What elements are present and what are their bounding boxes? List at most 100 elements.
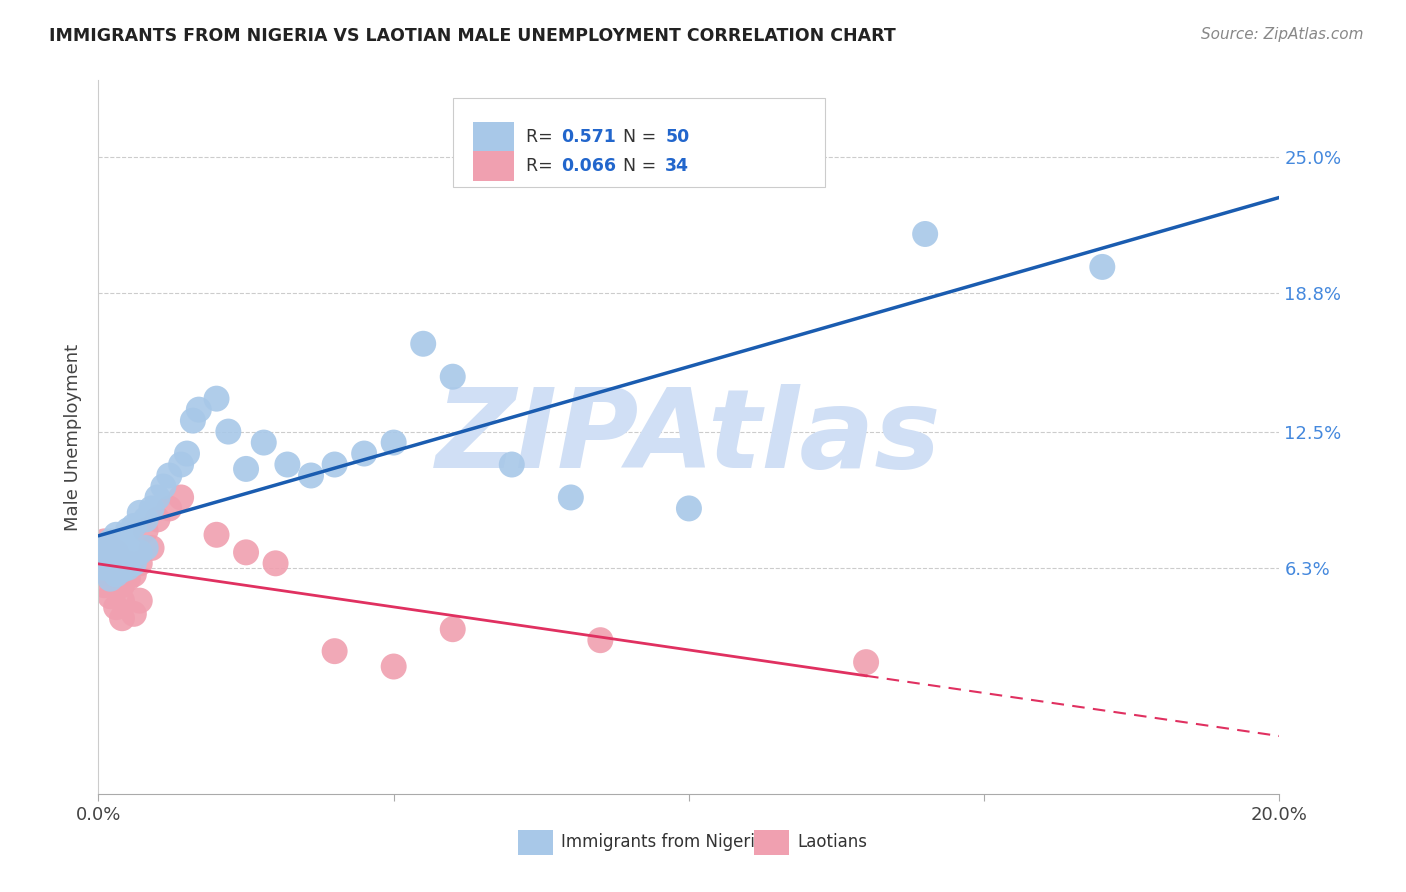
Text: 34: 34 (665, 157, 689, 175)
Point (105, 600, 128, 615)
Point (93, 549, 115, 564)
Point (382, 659, 405, 673)
Point (128, 593, 150, 607)
Point (117, 541, 139, 555)
FancyBboxPatch shape (453, 98, 825, 187)
Point (157, 468, 180, 483)
Point (217, 425, 239, 439)
Point (235, 462, 257, 476)
Point (146, 491, 169, 505)
Point (98, 557, 121, 571)
Point (157, 501, 180, 516)
Point (128, 506, 150, 520)
Point (187, 402, 209, 417)
Point (105, 541, 128, 555)
Point (93, 560, 115, 574)
FancyBboxPatch shape (472, 122, 515, 152)
Point (135, 524, 157, 538)
Point (93, 578, 115, 592)
Point (170, 491, 193, 505)
Point (560, 491, 582, 505)
Point (122, 557, 145, 571)
Point (98, 545, 121, 559)
Point (105, 528, 128, 542)
Point (205, 392, 228, 406)
Text: R=: R= (526, 157, 558, 175)
Point (855, 655, 877, 669)
Text: R=: R= (526, 128, 558, 146)
Point (111, 578, 134, 592)
Point (111, 545, 134, 559)
Point (111, 534, 134, 549)
Point (98, 541, 121, 555)
Point (122, 567, 145, 582)
Point (105, 549, 128, 564)
Point (181, 414, 204, 428)
Point (128, 545, 150, 559)
Point (253, 435, 276, 450)
Text: N =: N = (623, 128, 657, 146)
Text: ZIPAtlas: ZIPAtlas (436, 384, 942, 491)
Point (678, 501, 700, 516)
Point (141, 541, 163, 555)
Y-axis label: Male Unemployment: Male Unemployment (65, 343, 83, 531)
Point (141, 501, 163, 516)
Point (382, 435, 405, 450)
Point (105, 545, 128, 559)
FancyBboxPatch shape (517, 830, 553, 855)
Text: IMMIGRANTS FROM NIGERIA VS LAOTIAN MALE UNEMPLOYMENT CORRELATION CHART: IMMIGRANTS FROM NIGERIA VS LAOTIAN MALE … (49, 27, 896, 45)
Point (93, 567, 115, 582)
Text: Laotians: Laotians (797, 833, 868, 851)
Text: N =: N = (623, 157, 657, 175)
Text: 50: 50 (665, 128, 689, 146)
Point (117, 557, 139, 571)
Point (412, 336, 434, 351)
Point (135, 512, 157, 526)
Point (98, 557, 121, 571)
Point (152, 479, 174, 493)
Point (105, 567, 128, 582)
Point (117, 524, 139, 538)
Point (111, 611, 134, 625)
Point (1091, 260, 1114, 274)
Point (111, 563, 134, 577)
Point (276, 458, 298, 472)
Point (122, 607, 145, 621)
Point (122, 519, 145, 533)
Point (299, 468, 322, 483)
Point (264, 557, 287, 571)
Point (170, 458, 193, 472)
Point (105, 560, 128, 574)
Point (235, 545, 257, 559)
Point (323, 644, 346, 658)
Point (323, 458, 346, 472)
Point (117, 549, 139, 564)
Point (98, 572, 121, 586)
Point (98, 534, 121, 549)
Point (146, 512, 169, 526)
Text: Source: ZipAtlas.com: Source: ZipAtlas.com (1201, 27, 1364, 42)
Text: Immigrants from Nigeria: Immigrants from Nigeria (561, 833, 765, 851)
Point (117, 572, 139, 586)
FancyBboxPatch shape (754, 830, 789, 855)
Text: 0.066: 0.066 (561, 157, 616, 175)
Point (93, 549, 115, 564)
FancyBboxPatch shape (472, 151, 515, 181)
Point (128, 557, 150, 571)
Point (111, 557, 134, 571)
Point (501, 458, 523, 472)
Text: 0.571: 0.571 (561, 128, 616, 146)
Point (117, 560, 139, 574)
Point (105, 578, 128, 592)
Point (176, 446, 198, 460)
Point (353, 446, 375, 460)
Point (441, 622, 464, 636)
Point (105, 560, 128, 574)
Point (589, 633, 612, 648)
Point (93, 541, 115, 555)
Point (205, 528, 228, 542)
Point (441, 369, 464, 384)
Point (111, 593, 134, 607)
Point (914, 227, 936, 241)
Point (98, 572, 121, 586)
